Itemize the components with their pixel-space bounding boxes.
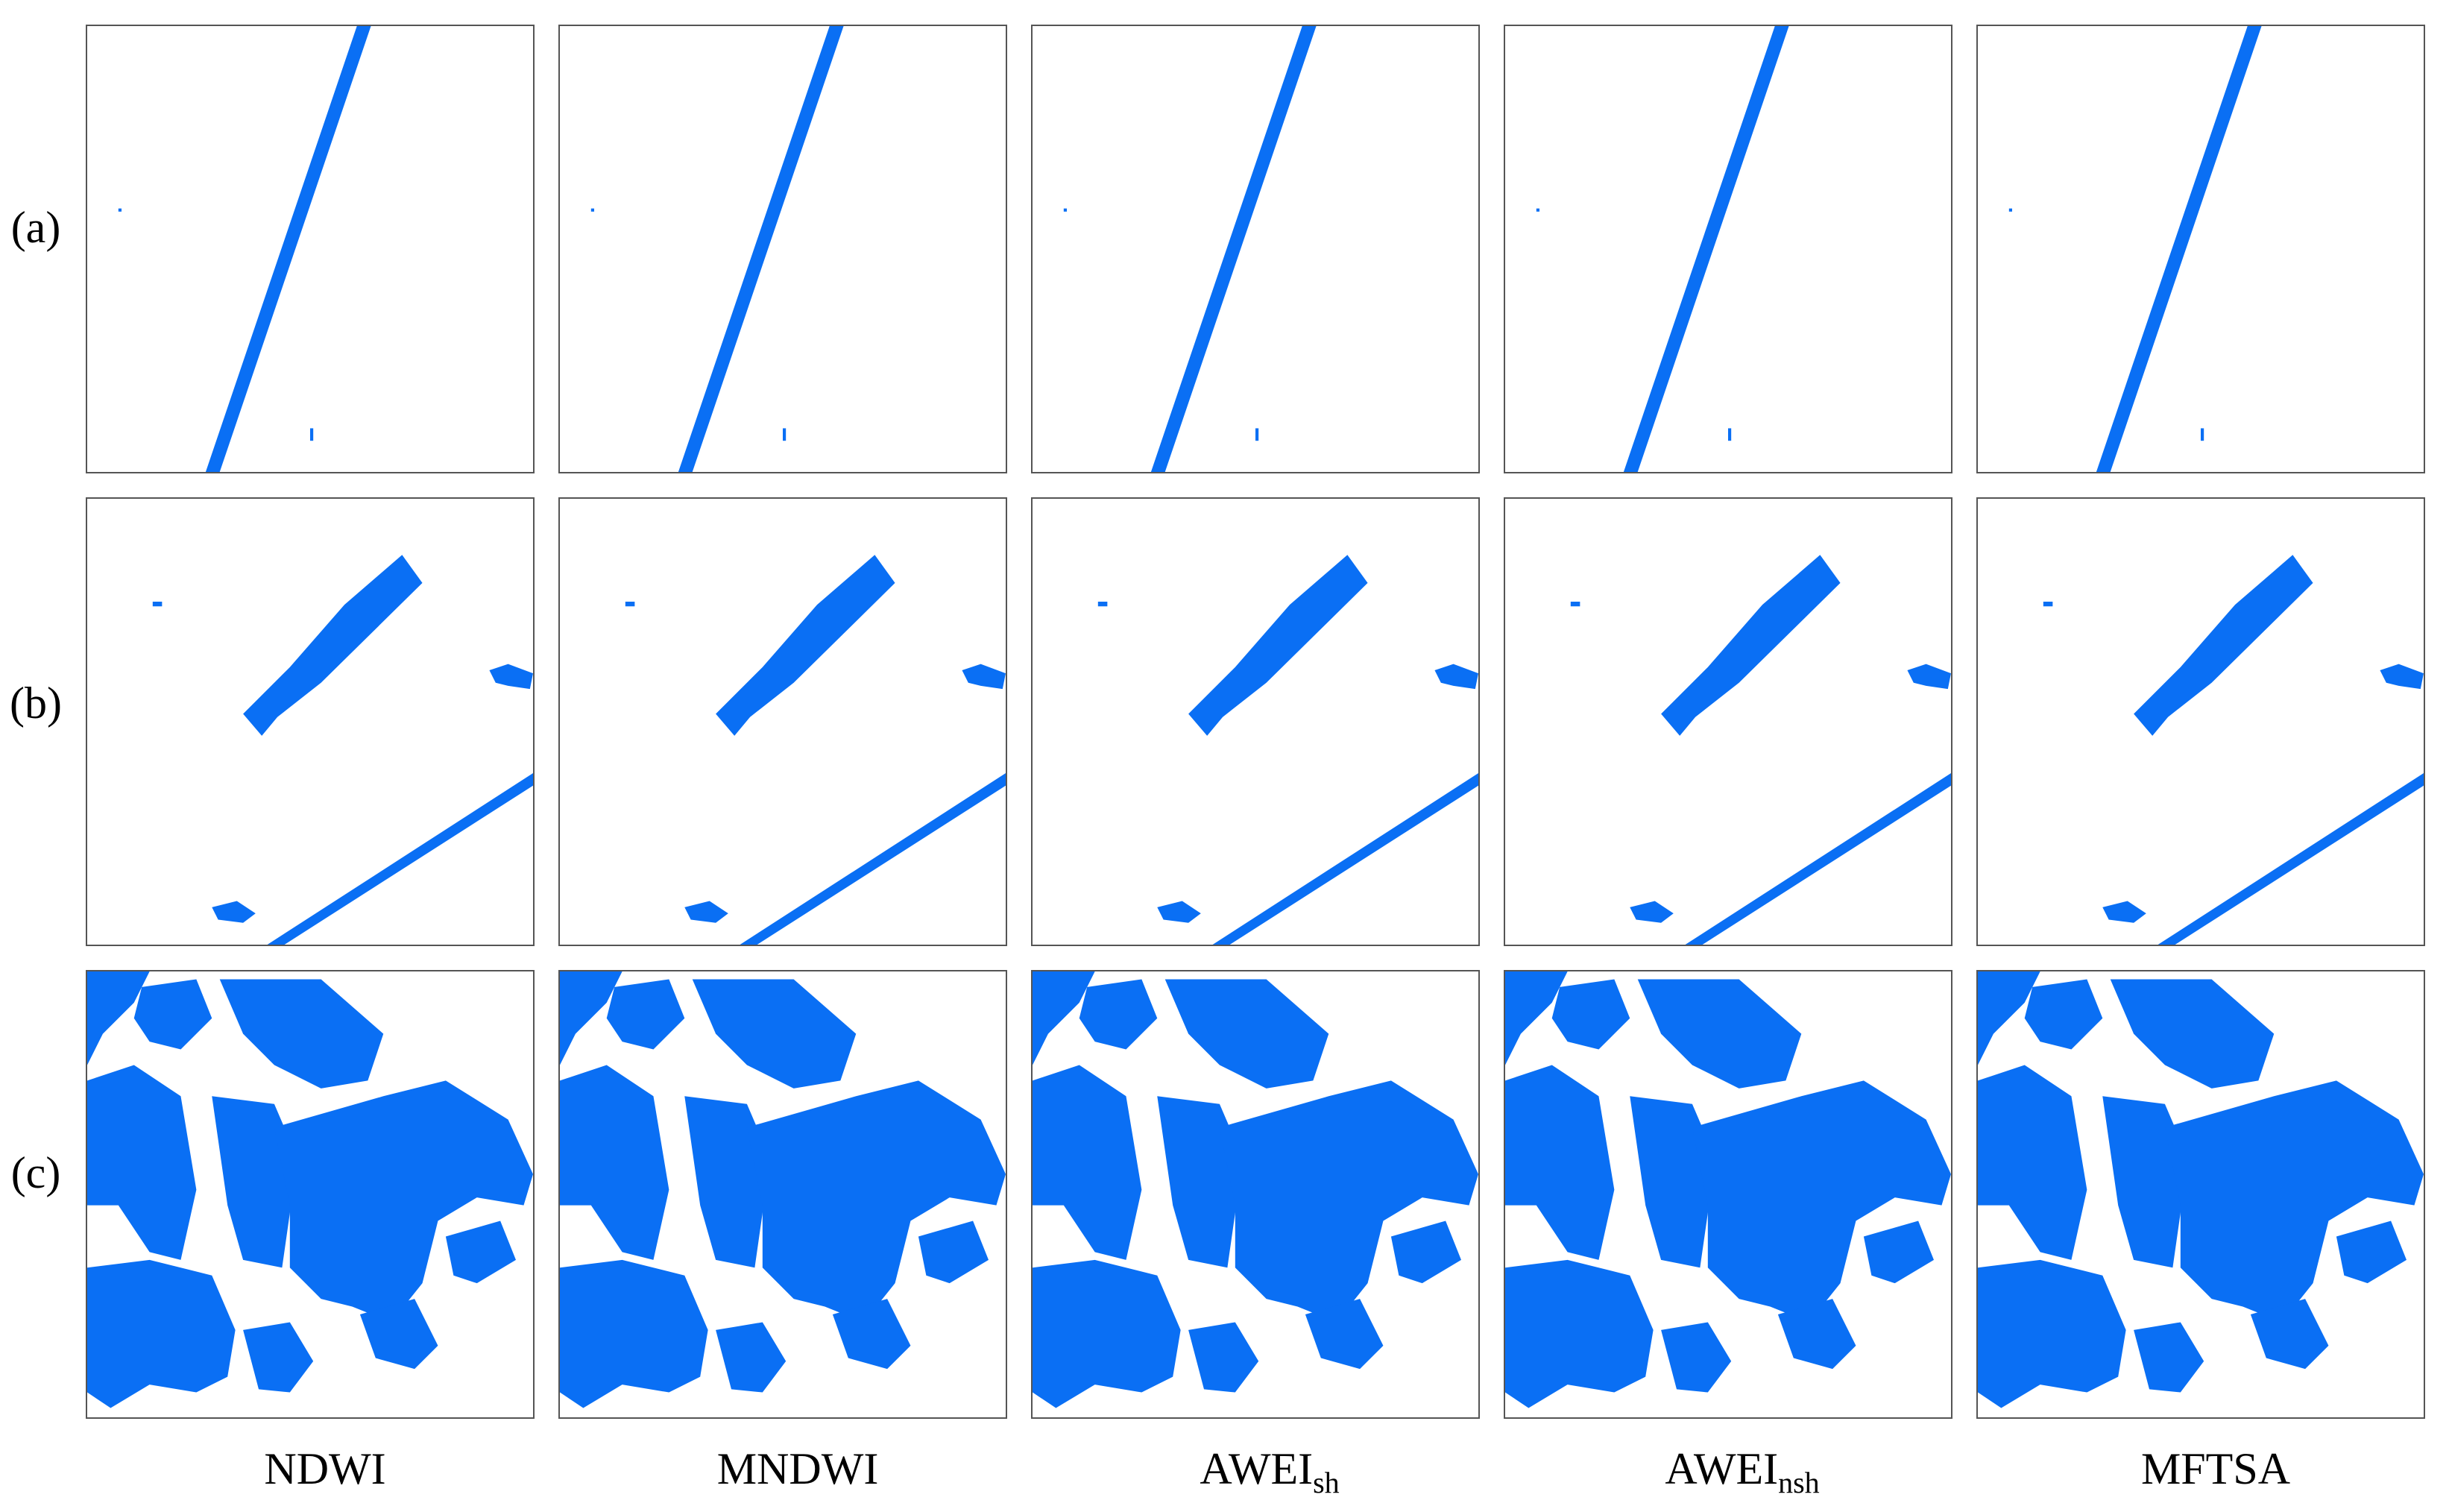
panel-frame (1504, 497, 1952, 946)
column-label: AWEInsh (1665, 1444, 1819, 1499)
column-label-text: NDWI (264, 1444, 385, 1493)
column-label: MNDWI (717, 1444, 879, 1493)
panel-frame (558, 497, 1007, 946)
panel-frame (86, 497, 535, 946)
row-label: (a) (11, 203, 61, 252)
column-label-subscript: nsh (1778, 1466, 1820, 1499)
column-label-text: MFTSA (2141, 1444, 2290, 1493)
column-label-text: MNDWI (717, 1444, 879, 1493)
column-label-text: AWEI (1200, 1444, 1313, 1493)
panel-frame (1976, 497, 2425, 946)
column-label: NDWI (264, 1444, 385, 1493)
panel-frame (1976, 25, 2425, 473)
row-label: (b) (10, 678, 62, 728)
panel-grid (86, 25, 2425, 1419)
column-label: AWEIsh (1200, 1444, 1339, 1499)
row-label: (c) (11, 1148, 61, 1197)
panel-frame (1031, 497, 1480, 946)
column-label-text: AWEI (1665, 1444, 1778, 1493)
column-label-subscript: sh (1313, 1466, 1340, 1499)
panel-frame (1504, 25, 1952, 473)
panel-frame (86, 25, 535, 473)
panel-frame (1031, 25, 1480, 473)
column-label: MFTSA (2141, 1444, 2290, 1493)
panel-frame (558, 25, 1007, 473)
